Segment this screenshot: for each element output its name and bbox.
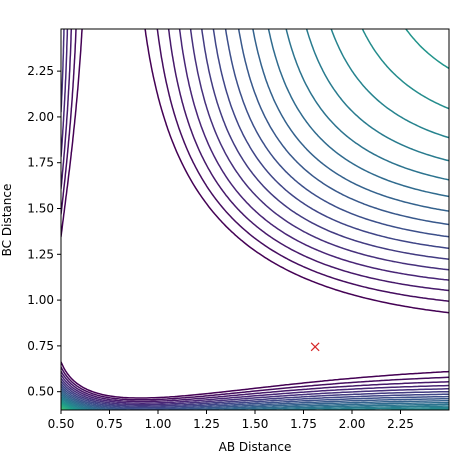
contour-level xyxy=(61,29,449,399)
contour-level xyxy=(61,29,449,410)
marker-layer xyxy=(310,342,320,352)
y-tick-label: 2.00 xyxy=(27,110,54,124)
marker-x xyxy=(310,342,320,352)
y-tick-label: 1.50 xyxy=(27,202,54,216)
x-axis-label: AB Distance xyxy=(219,440,292,454)
contour-level xyxy=(61,29,449,410)
y-axis-ticks: 0.50 0.75 1.00 1.25 1.50 1.75 2.00 2.25 xyxy=(27,64,61,399)
y-tick-label: 1.00 xyxy=(27,293,54,307)
x-tick-label: 0.50 xyxy=(48,417,75,431)
x-tick-label: 1.25 xyxy=(193,417,220,431)
contour-level xyxy=(61,29,449,410)
x-axis-ticks: 0.50 0.75 1.00 1.25 1.50 1.75 2.00 2.25 xyxy=(48,410,414,431)
contour-level xyxy=(61,29,449,410)
contour-level xyxy=(61,29,449,410)
y-tick-label: 1.25 xyxy=(27,247,54,261)
contour-level xyxy=(61,29,449,403)
y-tick-label: 0.75 xyxy=(27,339,54,353)
x-tick-label: 2.00 xyxy=(339,417,366,431)
contour-level xyxy=(61,29,449,407)
y-tick-label: 0.50 xyxy=(27,385,54,399)
contour-level xyxy=(61,29,449,410)
x-tick-label: 1.75 xyxy=(290,417,317,431)
contour-level xyxy=(61,406,68,410)
x-tick-label: 1.00 xyxy=(145,417,172,431)
y-tick-label: 2.25 xyxy=(27,64,54,78)
contour-level xyxy=(61,29,449,401)
contour-level xyxy=(61,29,449,410)
contour-level xyxy=(61,29,449,410)
y-tick-label: 1.75 xyxy=(27,156,54,170)
x-tick-label: 0.75 xyxy=(96,417,123,431)
x-tick-label: 2.25 xyxy=(387,417,414,431)
contour-lines xyxy=(61,29,449,410)
contour-level xyxy=(61,404,70,410)
y-axis-label: BC Distance xyxy=(0,184,14,257)
x-tick-label: 1.50 xyxy=(242,417,269,431)
contour-level xyxy=(61,29,449,409)
contour-level xyxy=(61,29,449,404)
contour-level xyxy=(61,29,449,406)
